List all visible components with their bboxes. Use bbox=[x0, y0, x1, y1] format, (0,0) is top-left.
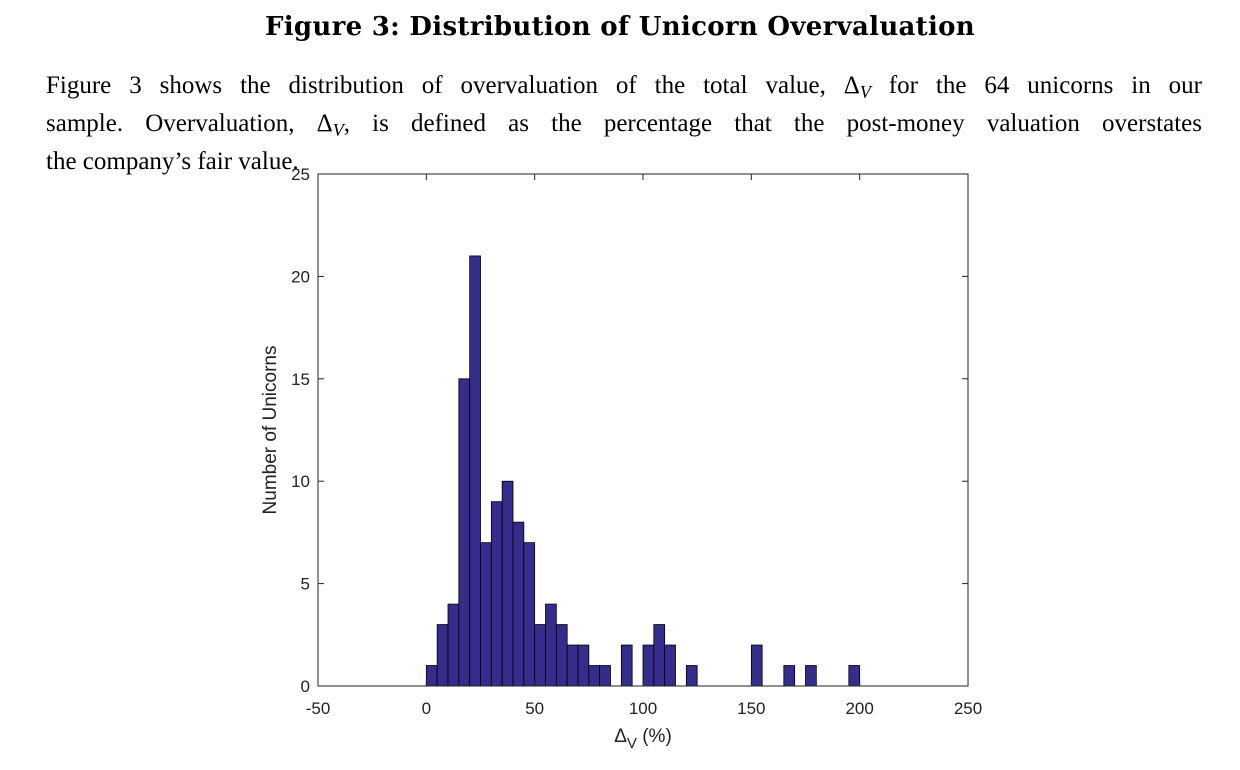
histogram-bar bbox=[436, 624, 449, 687]
caption-text-1b: for the 64 unicorns in our bbox=[870, 72, 1203, 99]
x-tick-label: 0 bbox=[422, 699, 431, 718]
delta-subscript: V bbox=[859, 82, 871, 102]
y-tick-label: 20 bbox=[291, 267, 310, 286]
caption-text-2b: , is defined as the percentage that the … bbox=[343, 110, 1202, 137]
histogram-bar bbox=[805, 665, 817, 687]
y-tick-label: 25 bbox=[291, 165, 310, 184]
histogram-bar bbox=[469, 255, 481, 687]
x-tick-label: 200 bbox=[845, 699, 873, 718]
x-axis-label-subscript: V bbox=[627, 735, 637, 752]
figure-title: Figure 3: Distribution of Unicorn Overva… bbox=[264, 12, 976, 42]
histogram-bar bbox=[523, 542, 536, 687]
histogram-bar bbox=[458, 378, 471, 687]
tick-labels: -50 0 50 100 150 200 250 0 5 10 15 20 25 bbox=[291, 165, 982, 718]
histogram-bar bbox=[783, 665, 796, 687]
x-tick-label: -50 bbox=[306, 699, 331, 718]
x-axis-label-unit: (%) bbox=[637, 726, 672, 747]
caption-line-3: the company’s fair value. bbox=[46, 148, 299, 175]
axis-ticks bbox=[317, 173, 969, 687]
histogram-bar bbox=[685, 665, 698, 687]
histogram-bar bbox=[599, 665, 611, 687]
histogram-bar bbox=[577, 644, 590, 687]
histogram-bar bbox=[545, 603, 557, 687]
caption-line-1: Figure 3 shows the distribution of overv… bbox=[46, 70, 1202, 108]
x-axis-label-delta: Δ bbox=[614, 726, 627, 747]
histogram-bar bbox=[425, 665, 438, 687]
y-tick-label: 0 bbox=[301, 677, 310, 696]
caption-line-2: sample. Overvaluation, ΔV, is defined as… bbox=[46, 108, 1202, 146]
histogram-bar bbox=[620, 644, 633, 687]
histogram-bar bbox=[566, 644, 579, 687]
histogram-bar bbox=[447, 603, 460, 687]
histogram-bar bbox=[588, 665, 601, 687]
delta-subscript: V bbox=[332, 120, 344, 140]
histogram-bar bbox=[848, 665, 861, 687]
histogram-bar bbox=[501, 480, 514, 687]
histogram-bar bbox=[750, 644, 763, 687]
histogram-bar bbox=[480, 542, 492, 687]
y-tick-label: 10 bbox=[291, 472, 310, 491]
histogram-bar bbox=[642, 644, 655, 687]
histogram-bar bbox=[653, 624, 666, 687]
y-axis-label: Number of Unicorns bbox=[260, 346, 281, 515]
histogram-bar bbox=[664, 644, 676, 687]
x-tick-label: 100 bbox=[629, 699, 657, 718]
delta-symbol: Δ bbox=[316, 110, 333, 137]
delta-symbol: Δ bbox=[843, 72, 860, 99]
x-tick-label: 150 bbox=[737, 699, 765, 718]
caption-text-1a: Figure 3 shows the distribution of overv… bbox=[46, 72, 844, 99]
x-tick-label: 50 bbox=[525, 699, 544, 718]
x-tick-label: 250 bbox=[954, 699, 982, 718]
plot-frame bbox=[317, 173, 969, 687]
y-tick-label: 15 bbox=[291, 370, 310, 389]
figure-caption: Figure 3 shows the distribution of overv… bbox=[46, 70, 1202, 178]
histogram-bar bbox=[512, 521, 525, 687]
histogram-bar bbox=[555, 624, 568, 687]
histogram-bars bbox=[425, 255, 861, 687]
x-axis-label: ΔV (%) bbox=[614, 726, 672, 752]
histogram-bar bbox=[534, 624, 546, 687]
y-tick-label: 5 bbox=[301, 575, 310, 594]
caption-text-2a: sample. Overvaluation, bbox=[46, 110, 317, 137]
histogram-bar bbox=[490, 501, 503, 687]
